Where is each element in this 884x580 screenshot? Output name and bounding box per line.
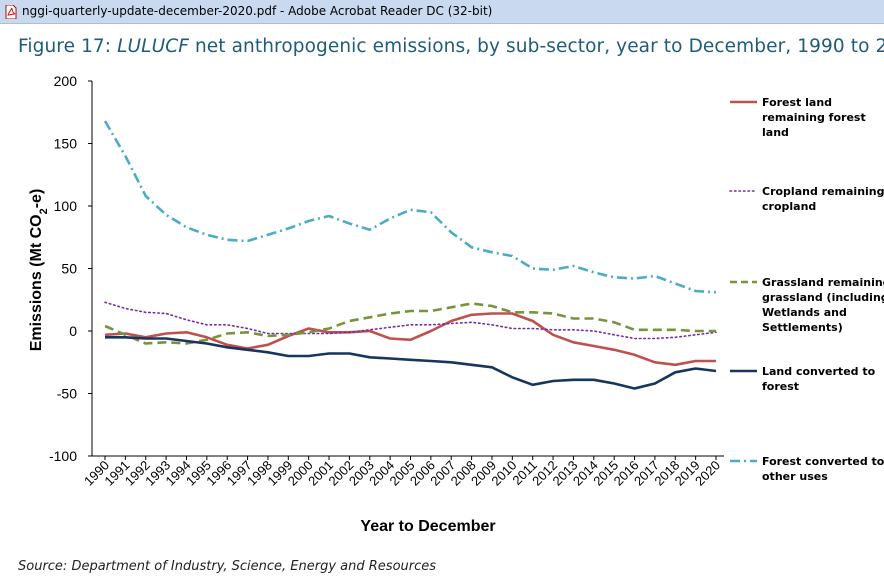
legend-item-4: Forest converted to other uses: [730, 455, 884, 483]
x-axis: 1990199119921993199419951996199719981999…: [81, 455, 724, 489]
series-lines: [103, 120, 717, 390]
y-axis-title-end: -e): [28, 189, 45, 209]
y-tick-label: -100: [49, 448, 77, 464]
y-axis: 200 150 100 50 0 -50 -100: [49, 73, 93, 464]
window-titlebar: nggi-quarterly-update-december-2020.pdf …: [0, 0, 884, 24]
series-line-2: [104, 302, 716, 345]
figure-title-rest: net anthropogenic emissions, by sub-sect…: [188, 36, 884, 57]
y-tick-label: 100: [54, 198, 78, 214]
legend-label: Land converted to forest: [762, 365, 876, 393]
series-line-4: [103, 120, 717, 294]
figure-source: Source: Department of Industry, Science,…: [18, 559, 437, 574]
y-tick-label: 150: [54, 136, 78, 152]
y-tick-label: -50: [57, 386, 77, 402]
legend-label: Cropland remaining cropland: [762, 185, 884, 213]
y-tick-label: 200: [54, 73, 78, 89]
series-line-1: [104, 301, 717, 340]
legend-item-0: Forest land remaining forest land: [730, 96, 866, 139]
figure-title-italic: LULUCF: [117, 36, 189, 57]
legend: Forest land remaining forest land Cropland …: [729, 96, 884, 483]
pdf-file-icon: [5, 5, 17, 19]
legend-label: Forest converted to other uses: [762, 455, 884, 483]
emissions-line-chart: 200 150 100 50 0 -50 -100 19901991199219931994…: [28, 73, 884, 535]
figure-title-prefix: Figure 17:: [18, 36, 118, 57]
figure-title: Figure 17: LULUCF net anthropogenic emis…: [18, 36, 884, 57]
y-axis-title: Emissions (Mt CO2-e): [28, 189, 50, 352]
y-axis-title-subscript: 2: [38, 208, 50, 214]
y-axis-title-main: Emissions (Mt CO: [28, 214, 45, 351]
series-line-3: [105, 335, 717, 390]
y-tick-label: 0: [69, 323, 77, 339]
window-title: nggi-quarterly-update-december-2020.pdf …: [22, 4, 493, 18]
legend-item-1: Cropland remaining cropland: [729, 185, 884, 213]
legend-item-2: Grassland remaining grassland (including W…: [730, 276, 884, 334]
legend-label: Forest land remaining forest land: [762, 96, 866, 139]
y-tick-label: 50: [61, 261, 77, 277]
legend-label: Grassland remaining grassland (including W…: [762, 276, 884, 334]
legend-item-3: Land converted to forest: [730, 365, 876, 393]
x-axis-title: Year to December: [360, 518, 495, 535]
series-line-0: [104, 312, 716, 367]
